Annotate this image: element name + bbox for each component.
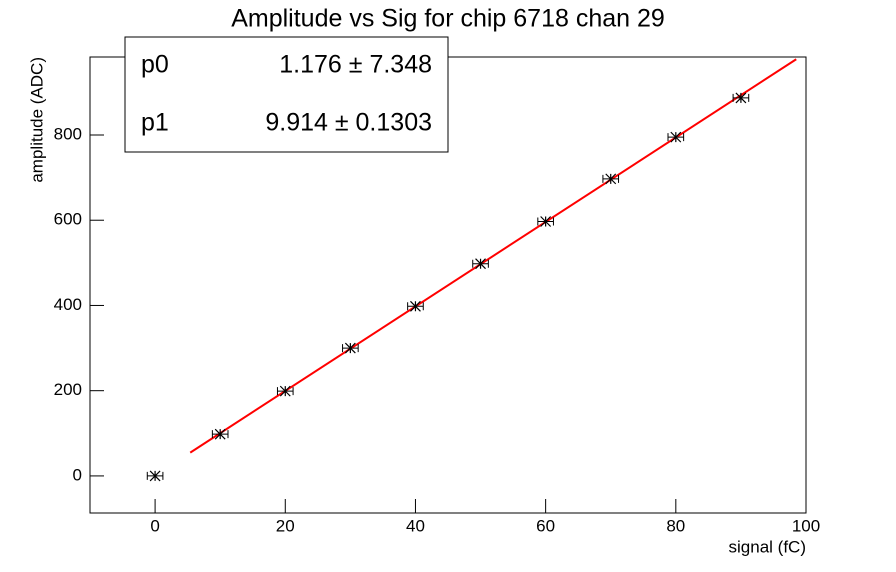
stat-value: 9.914 ± 0.1303 [265, 109, 432, 137]
data-point [214, 428, 226, 440]
y-tick-label: 800 [54, 124, 82, 143]
stat-value: 1.176 ± 7.348 [279, 51, 432, 79]
data-point [540, 216, 552, 227]
x-tick-label: 40 [406, 516, 425, 535]
x-tick-label: 60 [536, 516, 555, 535]
x-tick-label: 0 [150, 516, 159, 535]
data-point [670, 131, 682, 143]
stat-name: p0 [141, 51, 169, 79]
x-axis-label: signal (fC) [729, 537, 806, 556]
chart-title: Amplitude vs Sig for chip 6718 chan 29 [231, 5, 665, 33]
x-tick-label: 20 [276, 516, 295, 535]
data-point [475, 258, 486, 270]
fit-line [189, 58, 797, 454]
y-tick-label: 200 [54, 380, 82, 399]
y-tick-label: 600 [54, 210, 82, 229]
x-tick-label: 80 [666, 516, 685, 535]
data-point [410, 300, 421, 312]
x-tick-label: 100 [792, 516, 820, 535]
stat-name: p1 [141, 109, 169, 137]
y-axis-label: amplitude (ADC) [27, 57, 46, 183]
data-point [735, 92, 747, 104]
stats-box [124, 36, 449, 153]
data-point [605, 173, 617, 185]
y-tick-label: 400 [54, 295, 82, 314]
data-point [344, 342, 356, 354]
data-point [279, 385, 291, 397]
y-tick-label: 0 [73, 465, 82, 484]
data-point [149, 470, 161, 482]
